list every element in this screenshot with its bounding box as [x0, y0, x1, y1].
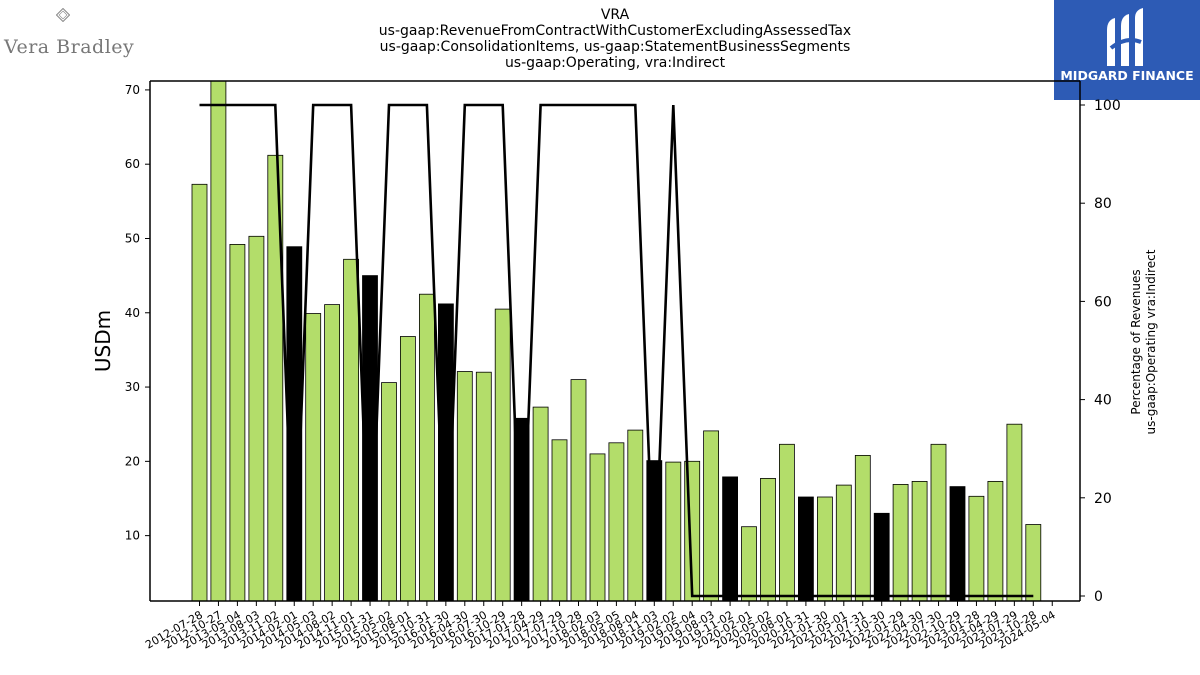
y-tick-label-10: 10: [125, 529, 140, 543]
midgard-finance-logo: MIDGARD FINANCE: [1054, 0, 1200, 100]
y-axis-label: USDm: [91, 310, 115, 372]
y-tick-label-20: 20: [125, 454, 140, 468]
axes-layer: 102030405060700204060801002012-07-282012…: [91, 80, 1158, 652]
diamond-logo-icon: [56, 8, 70, 22]
bar-2021-10-30: [873, 512, 890, 601]
bar-2018-05-05: [608, 442, 625, 601]
bar-2016-10-29: [494, 308, 511, 601]
y2-tick-label-40: 40: [1094, 393, 1112, 409]
bar-2014-08-02: [324, 304, 341, 601]
bar-2015-10-31: [418, 293, 435, 601]
bar-2018-08-04: [627, 429, 644, 601]
bar-2023-10-28: [1025, 524, 1042, 601]
y2-tick-label-0: 0: [1094, 589, 1103, 605]
bar-2023-01-28: [968, 495, 985, 601]
bar-2016-04-30: [456, 371, 473, 601]
bar-2022-01-29: [892, 483, 909, 601]
vera-bradley-logo-text: Vera Bradley: [4, 36, 135, 58]
midgard-finance-logo-text: MIDGARD FINANCE: [1060, 68, 1194, 83]
bar-2015-05-02: [381, 382, 397, 601]
bar-2022-10-29: [949, 486, 966, 601]
percentage-line: [199, 103, 1034, 598]
bar-2020-05-02: [760, 477, 776, 601]
bar-2021-05-01: [835, 484, 852, 601]
bar-2012-10-27: [210, 81, 227, 601]
y2-tick-label-100: 100: [1094, 98, 1121, 114]
bar-2014-05-03: [305, 313, 322, 601]
bar-2014-02-01: [286, 246, 303, 601]
bar-2020-02-01: [741, 526, 757, 601]
bar-2016-07-30: [475, 371, 492, 601]
y-tick-label-50: 50: [125, 231, 140, 245]
bar-2022-07-30: [930, 443, 947, 601]
bar-2015-08-01: [399, 336, 416, 601]
bar-2020-10-31: [798, 496, 814, 601]
title-line-4: us-gaap:Operating, vra:Indirect: [504, 55, 726, 71]
y2-tick-label-80: 80: [1094, 196, 1112, 212]
y-tick-label-30: 30: [125, 380, 140, 394]
bar-2018-02-03: [589, 453, 606, 601]
title-line-3: us-gaap:ConsolidationItems, us-gaap:Stat…: [379, 39, 851, 55]
y-tick-label-70: 70: [125, 83, 140, 97]
bar-2023-04-29: [987, 480, 1004, 601]
midgard-m-logo-icon: [1107, 8, 1143, 66]
title-line-1: VRA: [600, 7, 630, 23]
chart-title: VRA us-gaap:RevenueFromContractWithCusto…: [300, 7, 930, 71]
bar-2021-07-31: [854, 454, 871, 601]
y2-tick-label-20: 20: [1094, 491, 1112, 507]
bar-2021-01-30: [817, 496, 833, 601]
y2-tick-label-60: 60: [1094, 294, 1112, 310]
bar-2012-07-28: [191, 183, 208, 601]
bars-layer: [191, 81, 1042, 601]
bar-2017-07-29: [551, 439, 568, 601]
title-line-2: us-gaap:RevenueFromContractWithCustomerE…: [378, 23, 852, 39]
bar-2013-11-02: [267, 154, 284, 601]
bar-2019-02-02: [665, 461, 682, 601]
line-layer: [199, 103, 1034, 598]
vera-bradley-logo: Vera Bradley: [4, 4, 135, 64]
bar-2017-04-29: [532, 406, 549, 601]
bar-2019-11-02: [722, 476, 738, 601]
bar-2022-04-30: [911, 480, 928, 601]
bar-2014-11-01: [343, 258, 360, 601]
y2-axis-label-line-1: Percentage of Revenues: [1129, 269, 1143, 414]
bar-2019-08-03: [703, 430, 719, 601]
y-tick-label-60: 60: [125, 157, 140, 171]
bar-2017-10-28: [570, 379, 587, 601]
bar-2013-05-04: [229, 243, 246, 601]
bar-2013-08-03: [248, 235, 265, 601]
bar-2023-07-29: [1006, 423, 1023, 601]
y-tick-label-40: 40: [125, 306, 140, 320]
y2-axis-label-line-2: us-gaap:Operating vra:Indirect: [1144, 249, 1158, 434]
bar-2020-08-01: [779, 443, 795, 601]
